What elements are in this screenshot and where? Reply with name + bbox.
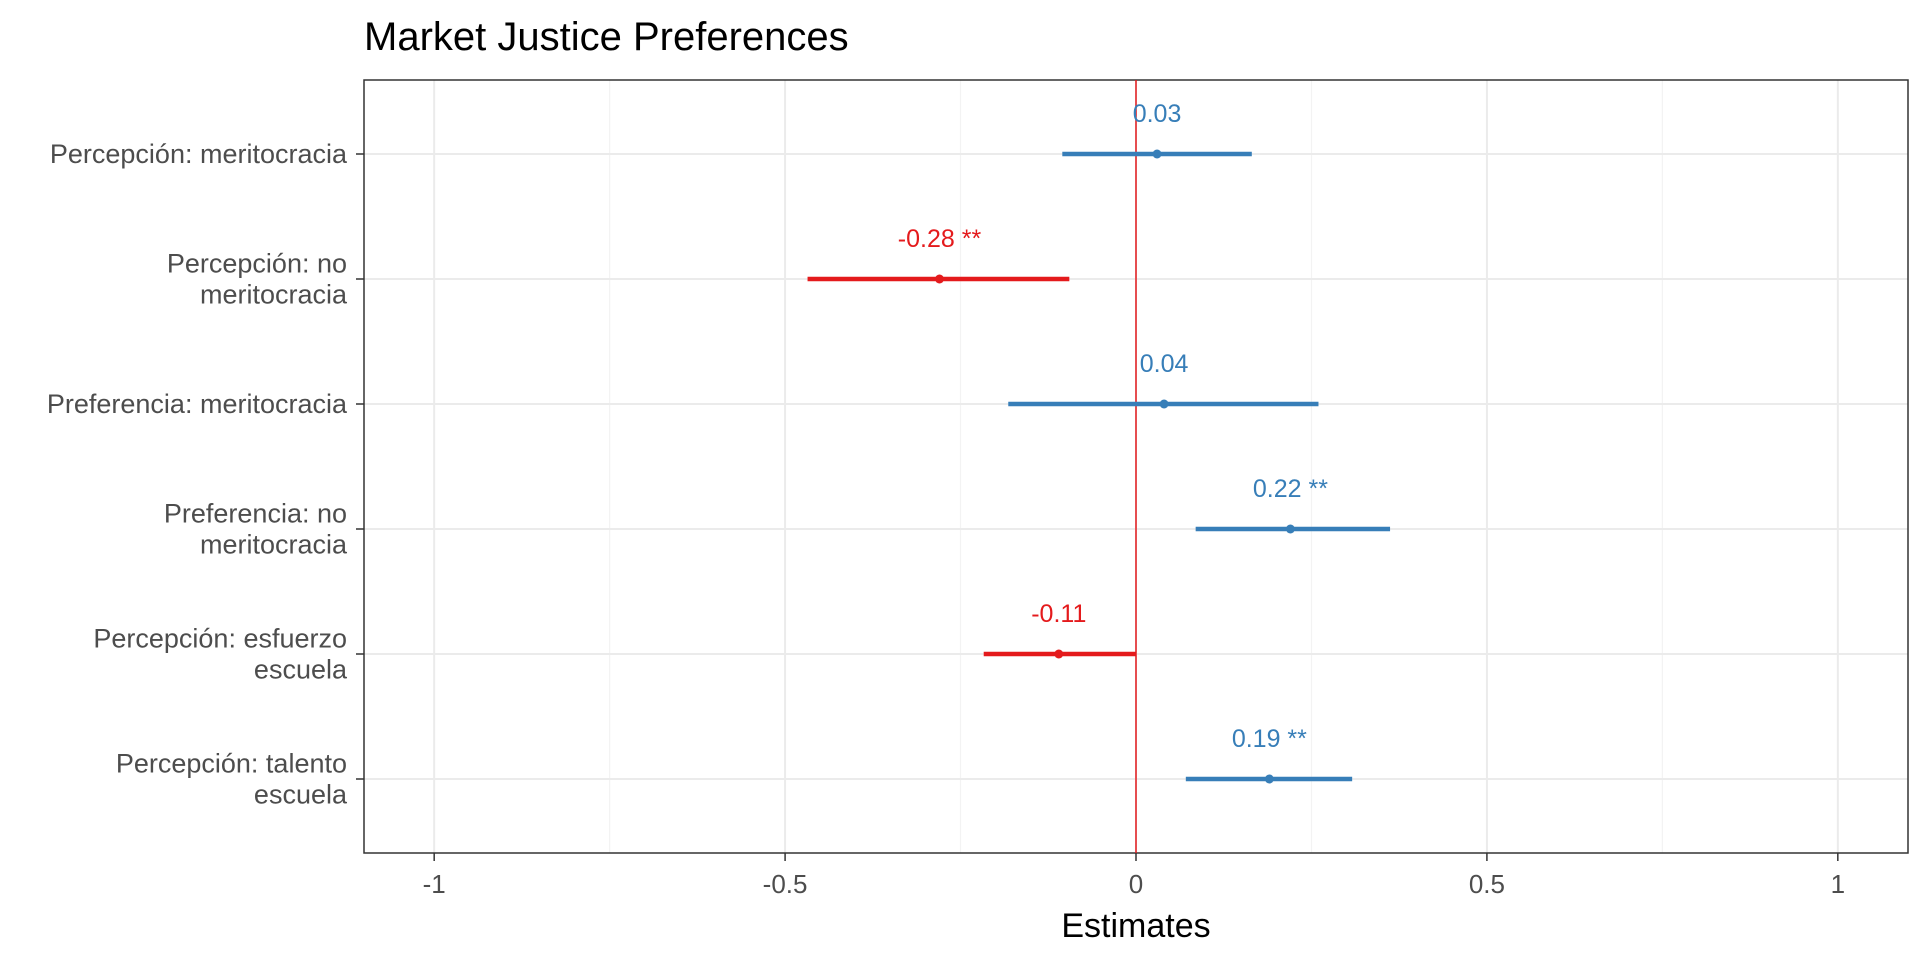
y-tick-label-line: Percepción: no bbox=[167, 249, 347, 279]
estimate-label: -0.11 bbox=[1031, 600, 1086, 628]
estimate-marks: 0.03 -0.28 ** 0.04 0.22 ** -0.11 0.19 ** bbox=[807, 80, 1391, 853]
estimate-label: 0.03 bbox=[1133, 100, 1182, 128]
estimate-label: 0.04 bbox=[1140, 350, 1189, 378]
estimate-point bbox=[1285, 524, 1295, 534]
x-tick-label: 0 bbox=[1129, 869, 1143, 899]
estimate-label: -0.28 ** bbox=[898, 225, 982, 253]
y-tick-label-line: escuela bbox=[254, 655, 348, 685]
estimate-point bbox=[1054, 649, 1064, 659]
x-tick-label: 0.5 bbox=[1469, 869, 1505, 899]
y-tick-label-line: Preferencia: no bbox=[164, 499, 347, 529]
x-axis-label: Estimates bbox=[1061, 907, 1210, 945]
estimate-label: 0.19 ** bbox=[1232, 725, 1307, 753]
estimate-point bbox=[934, 274, 944, 284]
y-tick-label-line: Percepción: meritocracia bbox=[50, 139, 348, 169]
y-tick-label: Percepción: talento escuela bbox=[116, 749, 348, 810]
estimate-label: 0.22 ** bbox=[1253, 475, 1328, 503]
y-tick-label-line: meritocracia bbox=[200, 530, 348, 560]
estimate-point bbox=[1264, 774, 1274, 784]
x-tick-label: -0.5 bbox=[763, 869, 808, 899]
chart-title: Market Justice Preferences bbox=[364, 15, 849, 59]
y-tick-label: Preferencia: no meritocracia bbox=[164, 499, 348, 560]
estimate-point bbox=[1152, 149, 1162, 159]
y-tick-label-line: Percepción: talento bbox=[116, 749, 347, 779]
y-tick-label-line: Percepción: esfuerzo bbox=[93, 624, 347, 654]
x-tick-label: -1 bbox=[423, 869, 446, 899]
y-tick-label: Percepción: no meritocracia bbox=[167, 249, 348, 310]
axes: -1 -0.5 0 0.5 1 Percepción: meritocracia Perce… bbox=[47, 139, 1845, 899]
x-tick-label: 1 bbox=[1831, 869, 1845, 899]
y-tick-label-line: Preferencia: meritocracia bbox=[47, 389, 348, 419]
y-tick-label: Percepción: esfuerzo escuela bbox=[93, 624, 348, 685]
y-tick-label-line: meritocracia bbox=[200, 280, 348, 310]
y-tick-label: Percepción: meritocracia bbox=[50, 139, 348, 169]
y-tick-label: Preferencia: meritocracia bbox=[47, 389, 348, 419]
estimate-point bbox=[1159, 399, 1169, 409]
y-tick-label-line: escuela bbox=[254, 780, 348, 810]
